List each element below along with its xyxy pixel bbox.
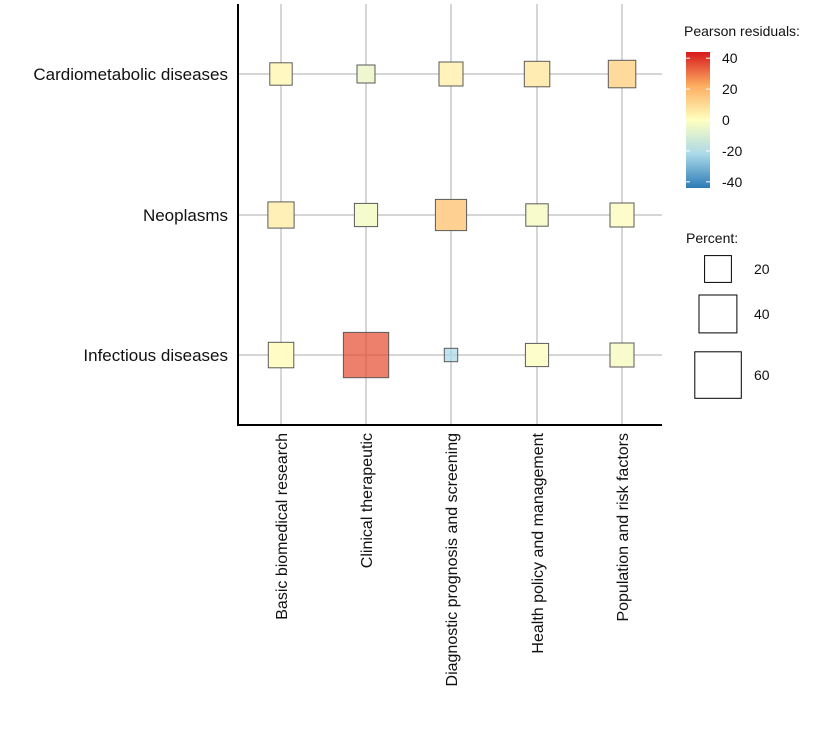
residual-color-legend: Pearson residuals: 40 20 0 -20 -40 [684, 23, 800, 190]
row-label-infectious-diseases: Infectious diseases [83, 346, 228, 365]
row-label-cardiometabolic-diseases: Cardiometabolic diseases [33, 65, 228, 84]
cell-infectious-diseases-diagnostic-prognosis-and-screening [443, 347, 459, 363]
balloon-cells [267, 59, 637, 379]
residual-tick-label: -20 [722, 143, 742, 159]
percent-legend-square-60 [694, 351, 742, 399]
cell-infectious-diseases-population-and-risk-factors [609, 342, 635, 368]
cell-neoplasms-diagnostic-prognosis-and-screening [434, 198, 468, 232]
cell-neoplasms-health-policy-and-management [525, 203, 549, 227]
percent-legend-label-20: 20 [754, 261, 770, 277]
cell-cardiometabolic-diseases-health-policy-and-management [523, 60, 551, 88]
column-label-diagnostic-prognosis-and-screening: Diagnostic prognosis and screening [444, 433, 461, 686]
cell-cardiometabolic-diseases-population-and-risk-factors [607, 59, 637, 89]
cell-cardiometabolic-diseases-diagnostic-prognosis-and-screening [438, 61, 464, 87]
cell-neoplasms-population-and-risk-factors [609, 202, 635, 228]
column-label-clinical-therapeutic: Clinical therapeutic [359, 433, 376, 568]
cell-infectious-diseases-basic-biomedical-research [267, 341, 295, 369]
cell-infectious-diseases-clinical-therapeutic [342, 331, 390, 379]
residual-tick-label: 20 [722, 81, 738, 97]
cell-cardiometabolic-diseases-clinical-therapeutic [356, 64, 376, 84]
residual-legend-title: Pearson residuals: [684, 23, 800, 39]
column-label-basic-biomedical-research: Basic biomedical research [274, 433, 291, 620]
percent-legend-square-20 [704, 255, 732, 283]
percent-legend-title: Percent: [686, 230, 738, 246]
cell-neoplasms-clinical-therapeutic [353, 202, 379, 228]
cell-cardiometabolic-diseases-basic-biomedical-research [269, 62, 293, 86]
axes [237, 4, 662, 426]
row-label-neoplasms: Neoplasms [143, 206, 228, 225]
residual-tick-label: 0 [722, 112, 730, 128]
residual-tick-label: 40 [722, 50, 738, 66]
cell-infectious-diseases-health-policy-and-management [524, 342, 550, 368]
residual-tick-label: -40 [722, 174, 742, 190]
percent-size-legend: Percent: 20 40 60 [686, 230, 770, 399]
percent-legend-label-40: 40 [754, 306, 770, 322]
cell-neoplasms-basic-biomedical-research [267, 201, 295, 229]
row-labels: Cardiometabolic diseases Neoplasms Infecti… [33, 65, 228, 365]
column-labels: Basic biomedical research Clinical therap… [274, 432, 632, 686]
column-label-population-and-risk-factors: Population and risk factors [615, 433, 632, 622]
percent-legend-square-40 [698, 294, 738, 334]
percent-legend-label-60: 60 [754, 367, 770, 383]
column-label-health-policy-and-management: Health policy and management [530, 432, 547, 653]
